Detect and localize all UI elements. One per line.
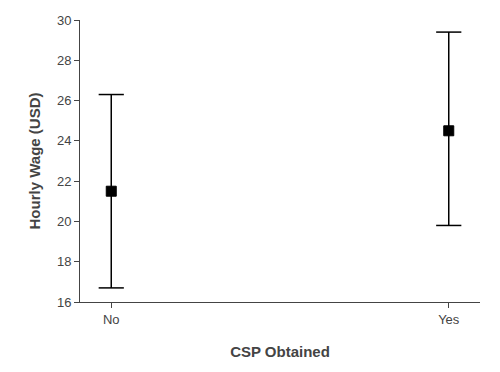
svg-text:16: 16	[57, 295, 71, 310]
svg-text:20: 20	[57, 214, 71, 229]
svg-text:28: 28	[57, 53, 71, 68]
svg-text:Yes: Yes	[438, 312, 460, 327]
svg-text:30: 30	[57, 13, 71, 28]
svg-text:26: 26	[57, 93, 71, 108]
svg-text:No: No	[103, 312, 120, 327]
svg-text:Hourly Wage (USD): Hourly Wage (USD)	[26, 93, 43, 230]
svg-text:CSP Obtained: CSP Obtained	[230, 343, 330, 360]
svg-text:22: 22	[57, 174, 71, 189]
svg-text:18: 18	[57, 254, 71, 269]
svg-text:24: 24	[57, 133, 71, 148]
